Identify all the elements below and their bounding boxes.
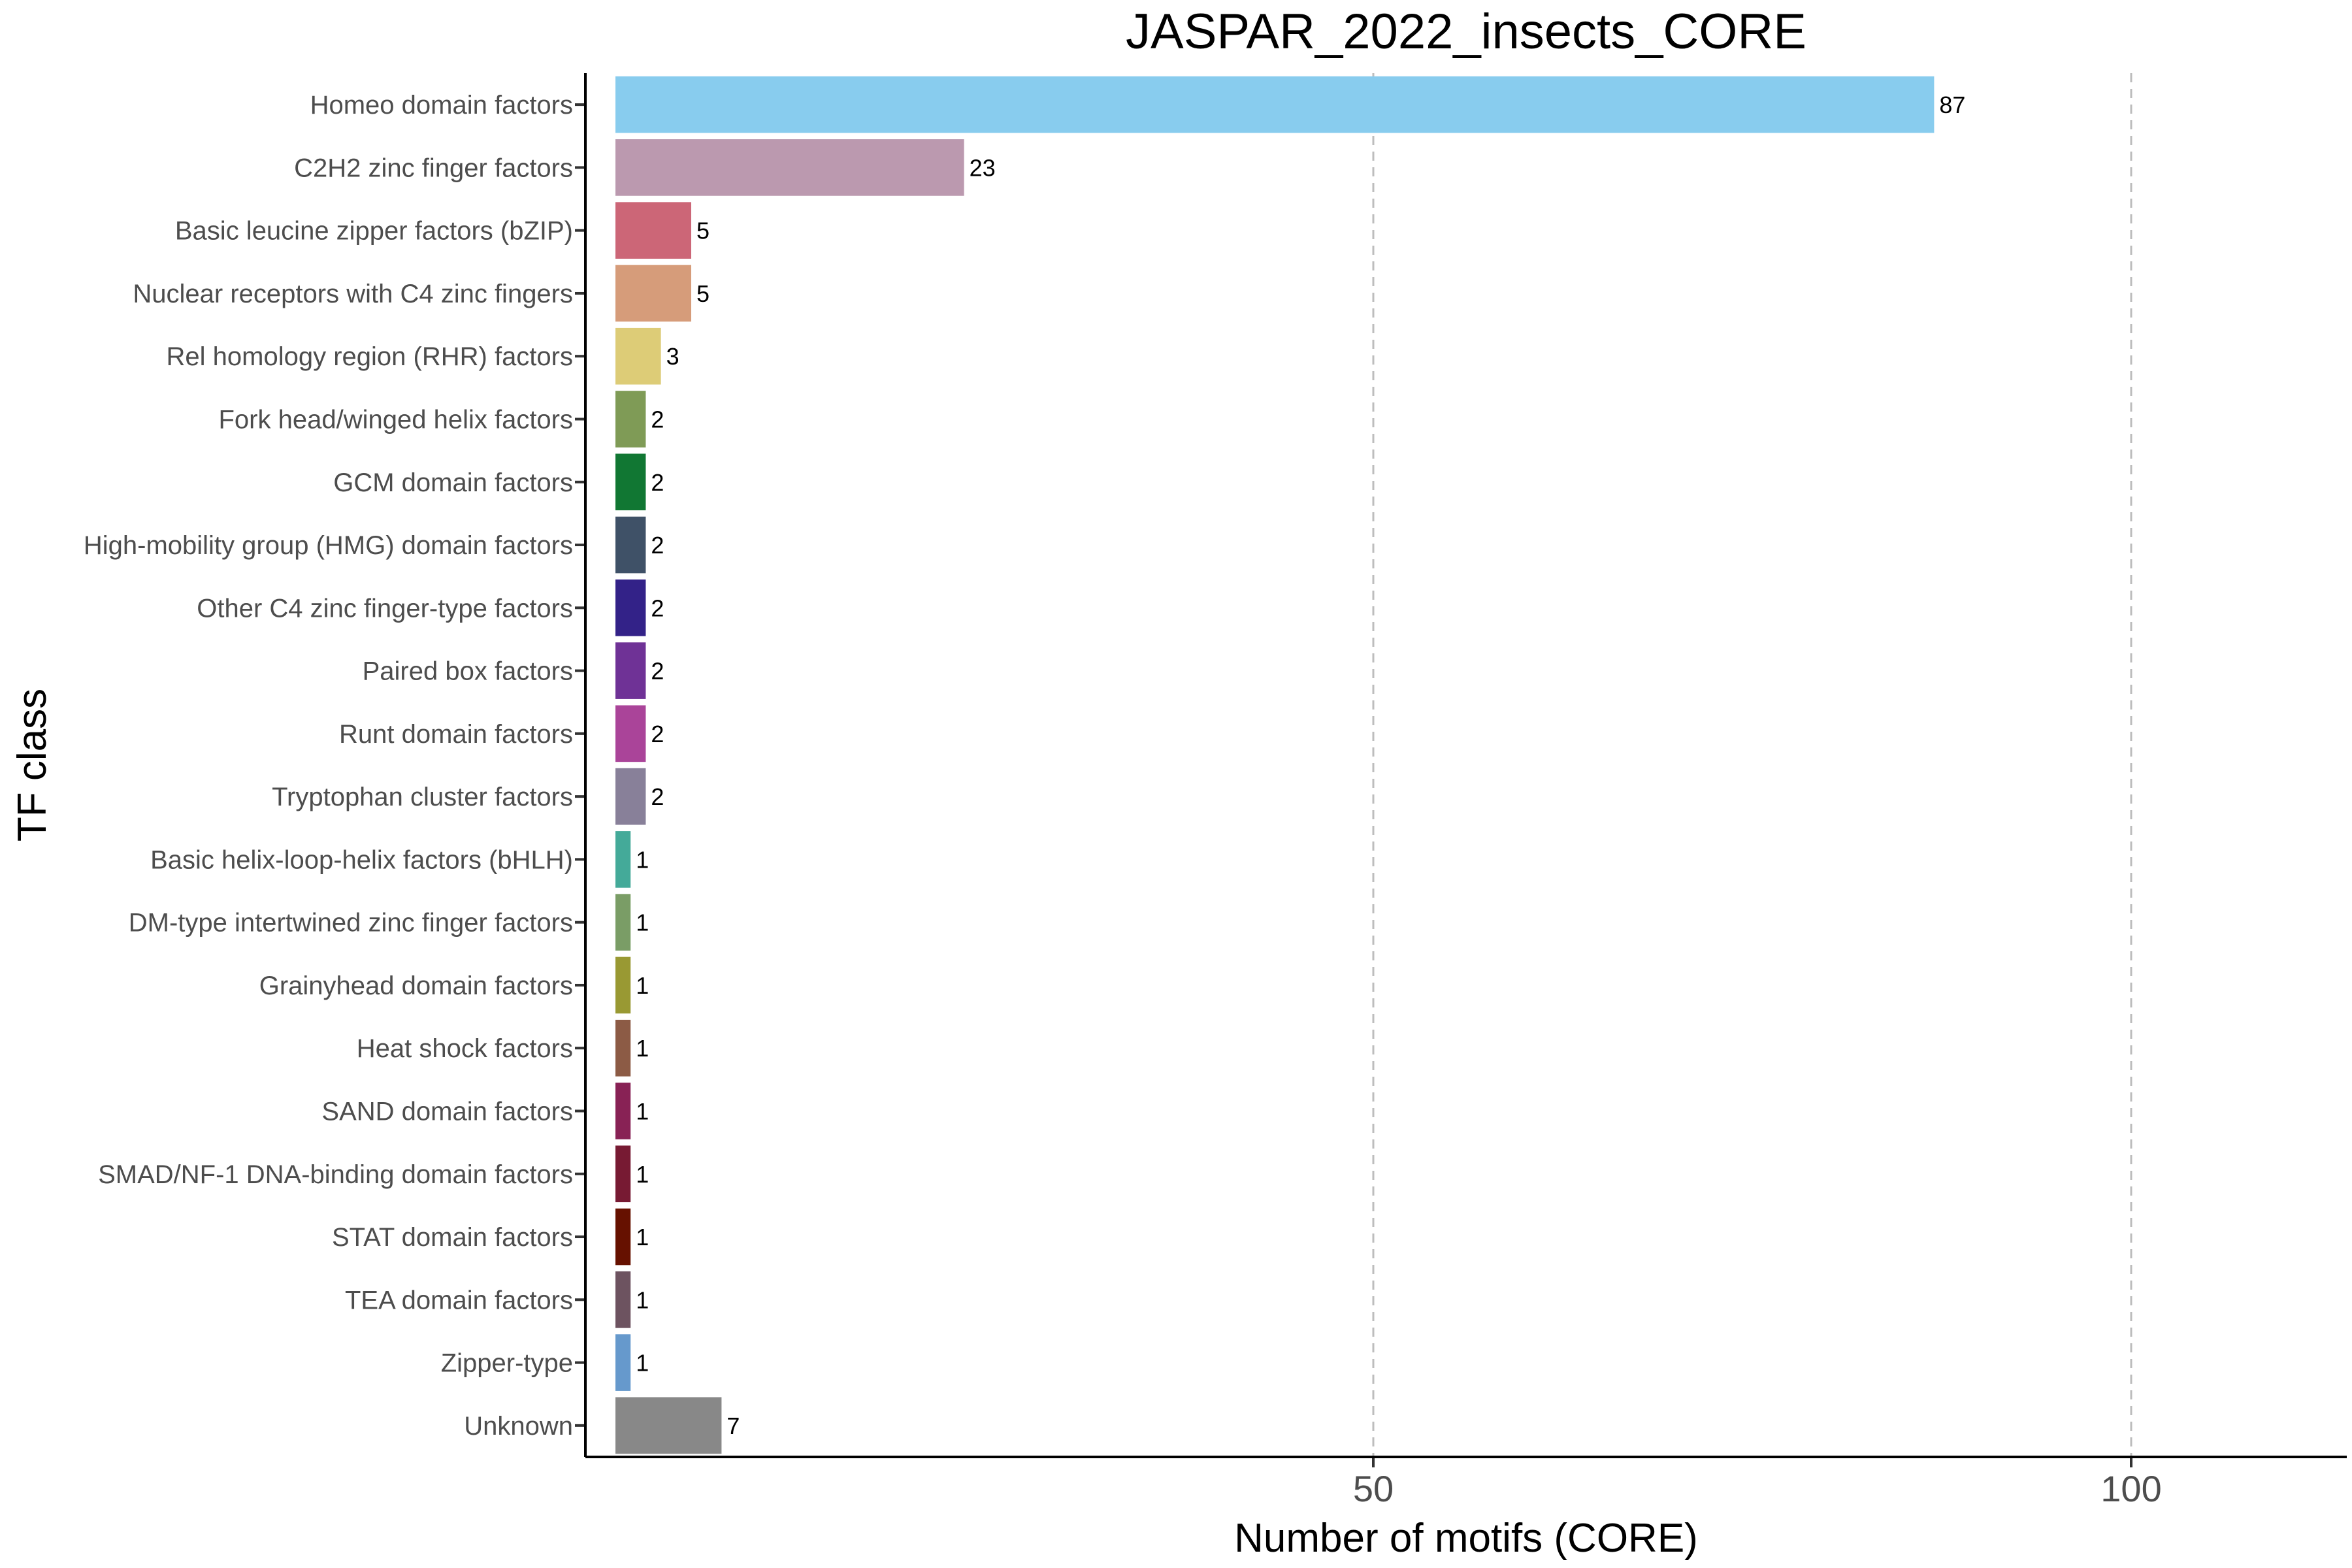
data-label: 1: [636, 1161, 649, 1188]
bar: [615, 1334, 631, 1391]
data-label: 2: [651, 595, 664, 621]
data-label: 87: [1939, 91, 1965, 118]
y-tick-label: STAT domain factors: [332, 1223, 573, 1252]
data-label: 2: [651, 406, 664, 433]
y-axis-title: TF class: [10, 689, 55, 841]
data-label: 7: [727, 1413, 740, 1439]
y-tick-label: DM-type intertwined zinc finger factors: [129, 909, 573, 938]
data-label: 3: [666, 343, 679, 370]
bar: [615, 1271, 631, 1328]
y-tick-label: Unknown: [464, 1412, 573, 1441]
data-labels: 87 23 5 5 3 2 2 2 2 2 2 2 1 1 1 1 1 1 1 1 1 7: [636, 91, 1965, 1439]
data-label: 1: [636, 1286, 649, 1313]
bar: [615, 642, 646, 699]
y-tick-label: Other C4 zinc finger-type factors: [197, 594, 573, 623]
y-tick-label: Basic helix-loop-helix factors (bHLH): [150, 845, 573, 874]
y-tick-label: Zipper-type: [441, 1349, 573, 1378]
x-tick-label: 100: [2100, 1468, 2161, 1509]
y-tick-label: SAND domain factors: [321, 1098, 573, 1126]
bar: [615, 76, 1935, 133]
data-label: 5: [696, 280, 710, 307]
y-tick-label: Nuclear receptors with C4 zinc fingers: [133, 280, 573, 308]
bar: [615, 1208, 631, 1266]
data-label: 1: [636, 909, 649, 936]
data-label: 2: [651, 721, 664, 747]
data-label: 1: [636, 1350, 649, 1377]
data-label: 23: [970, 154, 996, 181]
data-label: 1: [636, 972, 649, 999]
bar: [615, 202, 691, 259]
bar: [615, 1083, 631, 1139]
bar: [615, 1145, 631, 1203]
bar: [615, 1397, 722, 1454]
y-tick-label: Fork head/winged helix factors: [219, 406, 574, 434]
y-tick-labels: Homeo domain factors C2H2 zinc finger fac…: [84, 91, 585, 1441]
bar: [615, 768, 646, 825]
bar: [615, 265, 691, 322]
data-label: 1: [636, 1098, 649, 1125]
data-label: 2: [651, 532, 664, 559]
x-tick-labels: 50 100: [1353, 1457, 2162, 1509]
y-tick-label: Homeo domain factors: [310, 91, 573, 120]
x-tick-label: 50: [1353, 1468, 1394, 1509]
bar: [615, 139, 964, 196]
bar: [615, 327, 661, 385]
bar: [615, 453, 646, 511]
y-tick-label: Runt domain factors: [339, 720, 573, 749]
y-tick-label: TEA domain factors: [345, 1286, 573, 1315]
y-tick-label: SMAD/NF-1 DNA-binding domain factors: [98, 1160, 573, 1189]
y-tick-label: C2H2 zinc finger factors: [294, 154, 573, 182]
data-label: 2: [651, 783, 664, 810]
bar: [615, 956, 631, 1014]
y-tick-label: Heat shock factors: [357, 1034, 573, 1063]
y-tick-label: High-mobility group (HMG) domain factors: [84, 531, 573, 560]
data-label: 1: [636, 1035, 649, 1062]
bar: [615, 831, 631, 888]
bar: [615, 391, 646, 448]
y-tick-label: Basic leucine zipper factors (bZIP): [175, 217, 573, 246]
bar: [615, 894, 631, 951]
bars: [615, 76, 1935, 1454]
grid-lines: [1372, 73, 2132, 1457]
y-tick-label: Tryptophan cluster factors: [272, 783, 573, 811]
chart-title: JASPAR_2022_insects_CORE: [1126, 4, 1806, 59]
bar: [615, 516, 646, 574]
bar: [615, 705, 646, 762]
data-label: 2: [651, 658, 664, 685]
y-tick-label: Rel homology region (RHR) factors: [167, 342, 573, 371]
data-label: 2: [651, 469, 664, 496]
data-label: 1: [636, 1224, 649, 1250]
data-label: 1: [636, 846, 649, 873]
y-tick-label: GCM domain factors: [333, 468, 573, 497]
bar: [615, 579, 646, 636]
y-tick-label: Grainyhead domain factors: [259, 972, 573, 1000]
data-label: 5: [696, 218, 710, 244]
bar: [615, 1019, 631, 1077]
x-axis-title: Number of motifs (CORE): [1234, 1516, 1698, 1561]
y-tick-label: Paired box factors: [363, 657, 573, 686]
